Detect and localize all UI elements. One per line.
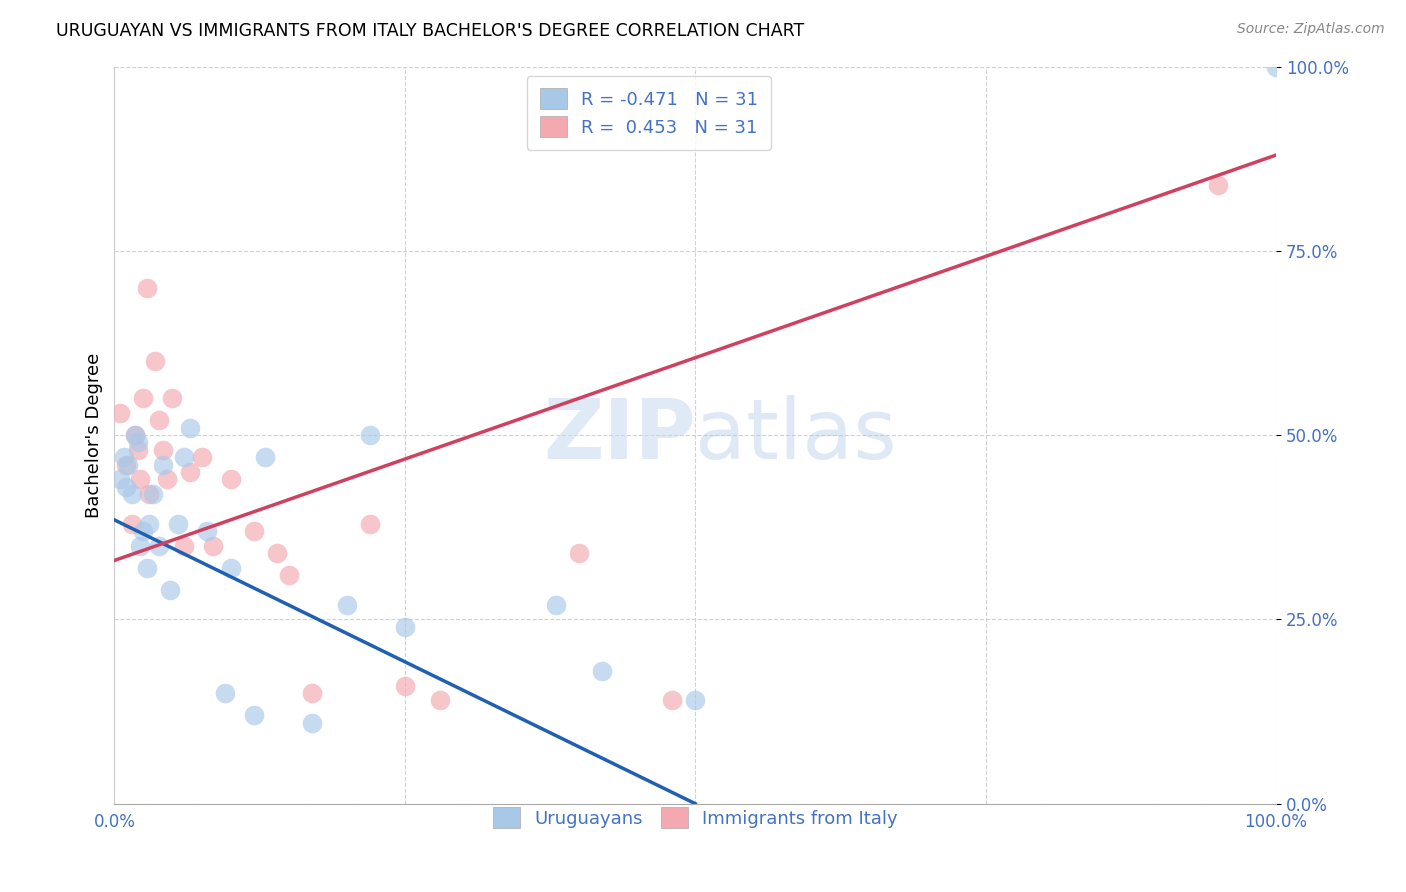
Legend: Uruguayans, Immigrants from Italy: Uruguayans, Immigrants from Italy: [485, 800, 905, 835]
Text: URUGUAYAN VS IMMIGRANTS FROM ITALY BACHELOR'S DEGREE CORRELATION CHART: URUGUAYAN VS IMMIGRANTS FROM ITALY BACHE…: [56, 22, 804, 40]
Point: [143, 354, 166, 368]
Point: [1206, 178, 1229, 192]
Point: [359, 516, 381, 531]
Point: [127, 442, 149, 457]
Point: [110, 406, 132, 420]
Point: [179, 465, 201, 479]
Point: [112, 450, 135, 465]
Point: [394, 620, 416, 634]
Point: [591, 664, 613, 678]
Point: [136, 281, 159, 295]
Y-axis label: Bachelor's Degree: Bachelor's Degree: [86, 352, 103, 517]
Point: [301, 686, 323, 700]
Point: [167, 516, 190, 531]
Point: [115, 458, 138, 472]
Point: [124, 428, 146, 442]
Point: [683, 693, 706, 707]
Point: [138, 487, 160, 501]
Point: [129, 539, 152, 553]
Point: [254, 450, 277, 465]
Point: [243, 708, 266, 723]
Point: [152, 442, 174, 457]
Point: [266, 546, 288, 560]
Point: [162, 391, 184, 405]
Point: [142, 487, 165, 501]
Point: [243, 524, 266, 538]
Point: [214, 686, 236, 700]
Point: [110, 472, 132, 486]
Point: [129, 472, 152, 486]
Point: [152, 458, 174, 472]
Point: [219, 561, 242, 575]
Point: [359, 428, 381, 442]
Point: [138, 516, 160, 531]
Point: [121, 516, 143, 531]
Point: [1265, 60, 1288, 74]
Point: [394, 679, 416, 693]
Point: [195, 524, 218, 538]
Point: [148, 413, 170, 427]
Point: [661, 693, 683, 707]
Text: atlas: atlas: [695, 394, 897, 475]
Point: [132, 524, 155, 538]
Point: [219, 472, 242, 486]
Point: [127, 435, 149, 450]
Text: ZIP: ZIP: [543, 394, 695, 475]
Point: [148, 539, 170, 553]
Point: [121, 487, 143, 501]
Point: [202, 539, 225, 553]
Point: [179, 421, 201, 435]
Point: [159, 582, 181, 597]
Text: Source: ZipAtlas.com: Source: ZipAtlas.com: [1237, 22, 1385, 37]
Point: [117, 458, 139, 472]
Point: [132, 391, 155, 405]
Point: [156, 472, 179, 486]
Point: [124, 428, 146, 442]
Point: [336, 598, 359, 612]
Point: [136, 561, 159, 575]
Point: [568, 546, 591, 560]
Point: [301, 715, 323, 730]
Point: [115, 480, 138, 494]
Point: [173, 450, 195, 465]
Point: [277, 568, 299, 582]
Point: [429, 693, 451, 707]
Point: [173, 539, 195, 553]
Point: [544, 598, 567, 612]
Point: [190, 450, 212, 465]
